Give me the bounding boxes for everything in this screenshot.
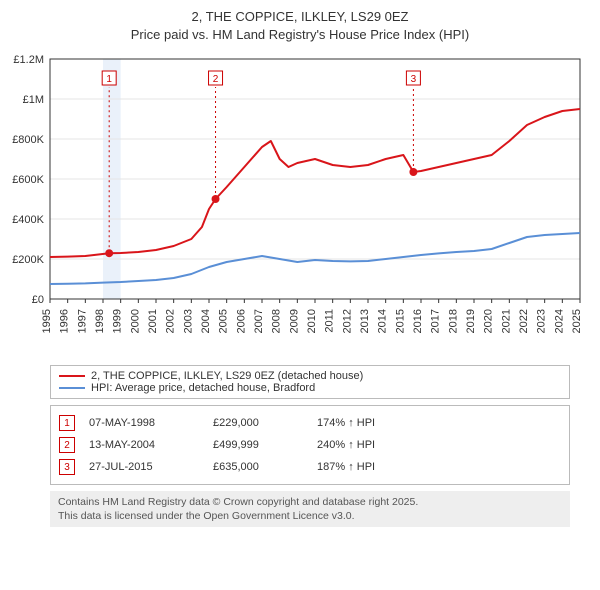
legend-item: 2, THE COPPICE, ILKLEY, LS29 0EZ (detach… (59, 370, 561, 382)
svg-text:2002: 2002 (165, 309, 177, 333)
svg-text:1997: 1997 (76, 309, 88, 333)
chart-svg: £0 £200K £400K £600K £800K £1M £1.2M 1995 1996 19… (0, 49, 600, 359)
sale-row: 2 13-MAY-2004 £499,999 240% ↑ HPI (59, 434, 561, 456)
svg-text:2009: 2009 (288, 309, 300, 333)
svg-text:2001: 2001 (147, 309, 159, 333)
svg-text:1998: 1998 (94, 309, 106, 333)
svg-text:£600K: £600K (12, 174, 44, 186)
svg-text:2014: 2014 (377, 309, 389, 333)
svg-text:2017: 2017 (430, 309, 442, 333)
svg-text:2004: 2004 (200, 309, 212, 333)
svg-text:1: 1 (106, 74, 112, 85)
svg-text:2013: 2013 (359, 309, 371, 333)
svg-text:3: 3 (411, 74, 417, 85)
svg-text:2023: 2023 (536, 309, 548, 333)
legend-label: 2, THE COPPICE, ILKLEY, LS29 0EZ (detach… (91, 370, 363, 382)
sale-price: £635,000 (213, 461, 303, 473)
svg-text:2021: 2021 (500, 309, 512, 333)
legend-swatch (59, 375, 85, 377)
sale-date: 07-MAY-1998 (89, 417, 199, 429)
attribution-line: This data is licensed under the Open Gov… (58, 509, 562, 523)
svg-text:2005: 2005 (218, 309, 230, 333)
chart-title: 2, THE COPPICE, ILKLEY, LS29 0EZ Price p… (0, 0, 600, 43)
svg-text:£1M: £1M (23, 94, 44, 106)
svg-text:2018: 2018 (447, 309, 459, 333)
sale-row: 1 07-MAY-1998 £229,000 174% ↑ HPI (59, 412, 561, 434)
svg-text:2016: 2016 (412, 309, 424, 333)
svg-text:2025: 2025 (571, 309, 583, 333)
sale-hpi: 174% ↑ HPI (317, 417, 375, 429)
sale-price: £229,000 (213, 417, 303, 429)
svg-text:2000: 2000 (129, 309, 141, 333)
legend: 2, THE COPPICE, ILKLEY, LS29 0EZ (detach… (50, 365, 570, 399)
attribution: Contains HM Land Registry data © Crown c… (50, 491, 570, 527)
svg-text:2024: 2024 (553, 309, 565, 333)
svg-text:£400K: £400K (12, 214, 44, 226)
svg-text:2011: 2011 (324, 309, 336, 333)
sale-marker-icon: 2 (59, 437, 75, 453)
title-line-2: Price paid vs. HM Land Registry's House … (0, 26, 600, 44)
svg-text:2006: 2006 (235, 309, 247, 333)
sale-marker-icon: 3 (59, 459, 75, 475)
svg-text:2022: 2022 (518, 309, 530, 333)
svg-text:2015: 2015 (394, 309, 406, 333)
svg-text:2008: 2008 (271, 309, 283, 333)
legend-item: HPI: Average price, detached house, Brad… (59, 382, 561, 394)
svg-text:2007: 2007 (253, 309, 265, 333)
sale-row: 3 27-JUL-2015 £635,000 187% ↑ HPI (59, 456, 561, 478)
svg-text:£1.2M: £1.2M (13, 54, 44, 66)
svg-text:2: 2 (213, 74, 219, 85)
svg-text:1999: 1999 (112, 309, 124, 333)
legend-swatch (59, 387, 85, 389)
sale-price: £499,999 (213, 439, 303, 451)
title-line-1: 2, THE COPPICE, ILKLEY, LS29 0EZ (0, 8, 600, 26)
svg-text:2020: 2020 (483, 309, 495, 333)
legend-label: HPI: Average price, detached house, Brad… (91, 382, 315, 394)
sale-date: 27-JUL-2015 (89, 461, 199, 473)
sales-table: 1 07-MAY-1998 £229,000 174% ↑ HPI 2 13-M… (50, 405, 570, 485)
svg-text:2019: 2019 (465, 309, 477, 333)
svg-text:1996: 1996 (59, 309, 71, 333)
svg-text:1995: 1995 (41, 309, 53, 333)
svg-text:£0: £0 (32, 294, 44, 306)
sale-hpi: 187% ↑ HPI (317, 461, 375, 473)
attribution-line: Contains HM Land Registry data © Crown c… (58, 495, 562, 509)
svg-text:£800K: £800K (12, 134, 44, 146)
price-chart: £0 £200K £400K £600K £800K £1M £1.2M 1995 1996 19… (0, 49, 600, 359)
svg-text:2012: 2012 (341, 309, 353, 333)
svg-text:£200K: £200K (12, 254, 44, 266)
sale-hpi: 240% ↑ HPI (317, 439, 375, 451)
sale-marker-icon: 1 (59, 415, 75, 431)
svg-text:2010: 2010 (306, 309, 318, 333)
svg-text:2003: 2003 (182, 309, 194, 333)
sale-date: 13-MAY-2004 (89, 439, 199, 451)
